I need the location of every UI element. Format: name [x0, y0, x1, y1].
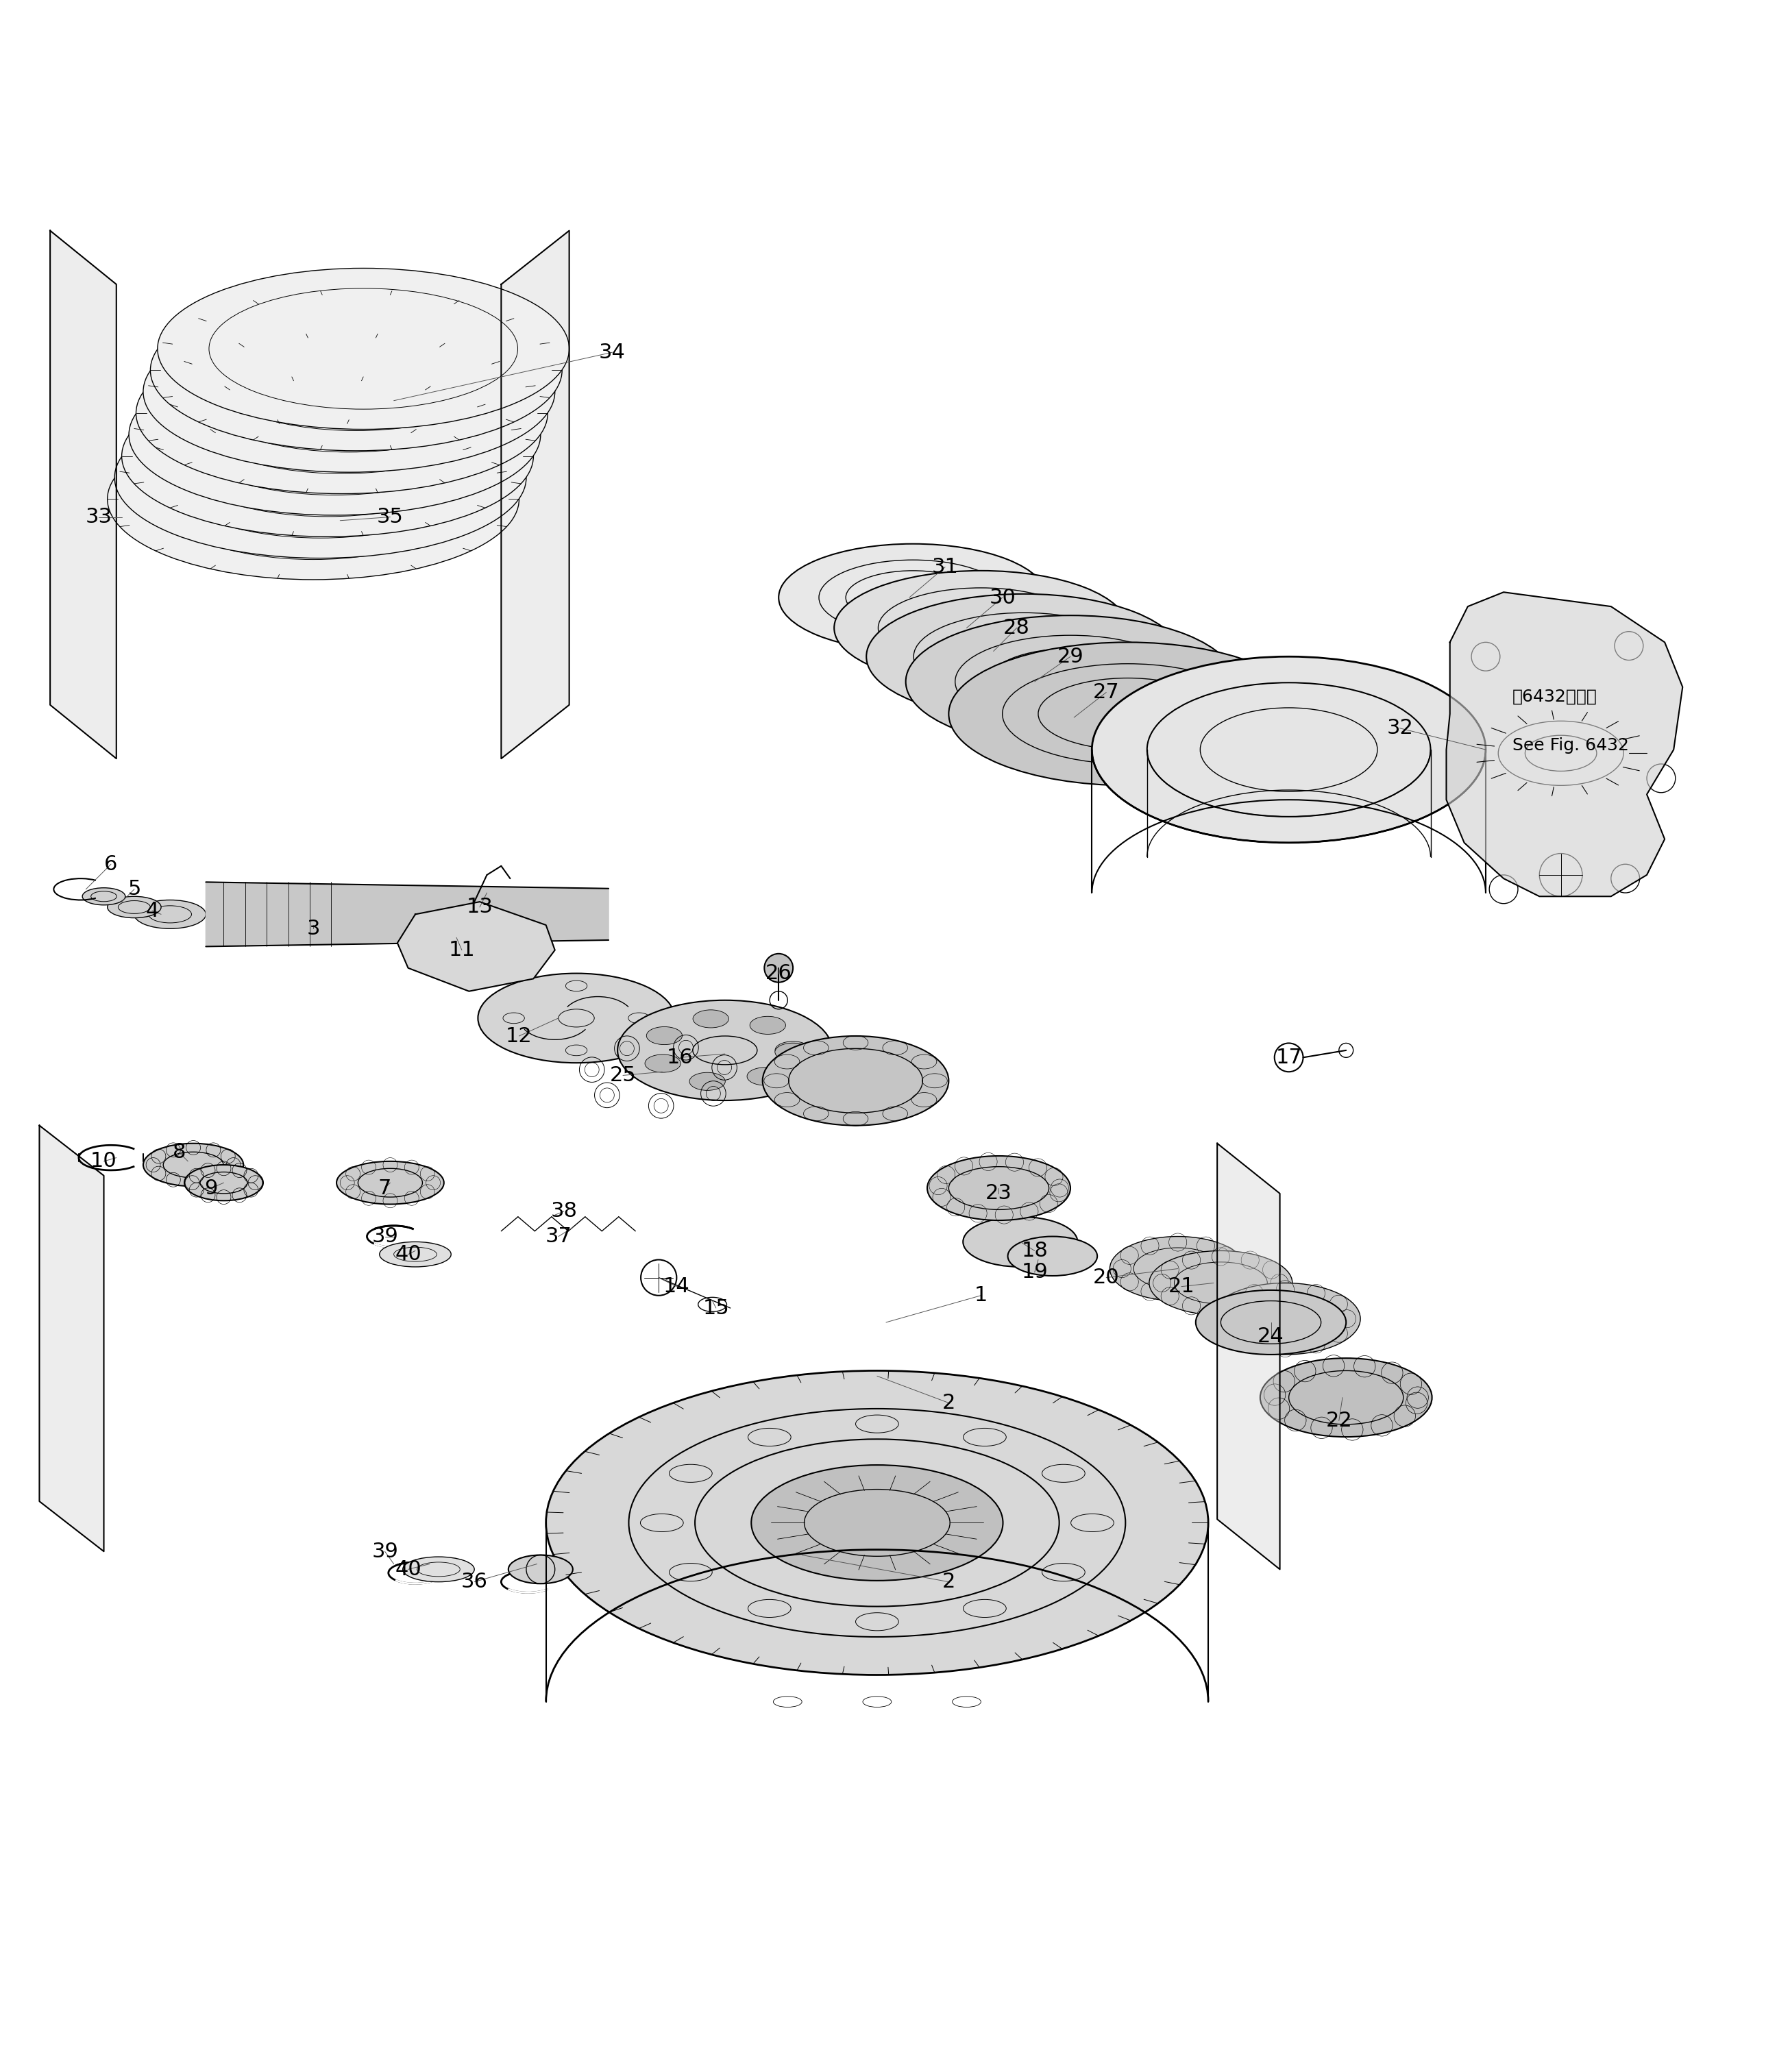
- Text: 12: 12: [507, 1026, 532, 1046]
- Ellipse shape: [750, 1017, 786, 1034]
- Text: 第6432図参照: 第6432図参照: [1513, 688, 1597, 704]
- Ellipse shape: [478, 974, 675, 1063]
- Text: 35: 35: [378, 508, 403, 526]
- Polygon shape: [1446, 593, 1683, 897]
- Text: 29: 29: [1058, 646, 1083, 667]
- Ellipse shape: [115, 398, 526, 557]
- Ellipse shape: [150, 290, 562, 452]
- Ellipse shape: [906, 615, 1235, 748]
- Polygon shape: [397, 901, 555, 990]
- Ellipse shape: [746, 1067, 782, 1086]
- Text: 26: 26: [766, 963, 791, 984]
- Text: 38: 38: [551, 1202, 576, 1220]
- Ellipse shape: [546, 1372, 1208, 1674]
- Ellipse shape: [1008, 1237, 1097, 1276]
- Ellipse shape: [1110, 1237, 1246, 1301]
- Ellipse shape: [122, 375, 533, 537]
- Text: 11: 11: [449, 941, 474, 959]
- Text: 34: 34: [600, 342, 625, 363]
- Ellipse shape: [1260, 1357, 1432, 1436]
- Text: 8: 8: [172, 1142, 186, 1162]
- Text: 13: 13: [467, 897, 492, 918]
- Ellipse shape: [1149, 1251, 1292, 1316]
- Ellipse shape: [403, 1556, 474, 1581]
- Text: 28: 28: [1004, 617, 1029, 638]
- Ellipse shape: [644, 1055, 680, 1073]
- Text: 17: 17: [1276, 1048, 1301, 1067]
- Ellipse shape: [689, 1073, 725, 1090]
- Text: 21: 21: [1169, 1276, 1194, 1297]
- Ellipse shape: [779, 543, 1047, 651]
- Text: 30: 30: [990, 588, 1015, 607]
- Ellipse shape: [129, 354, 541, 516]
- Ellipse shape: [136, 334, 548, 493]
- Ellipse shape: [775, 1042, 811, 1061]
- Text: 10: 10: [91, 1152, 116, 1171]
- Polygon shape: [1217, 1144, 1280, 1569]
- Ellipse shape: [1092, 657, 1486, 843]
- Ellipse shape: [337, 1160, 444, 1204]
- Ellipse shape: [143, 311, 555, 472]
- Text: See Fig. 6432: See Fig. 6432: [1513, 738, 1629, 754]
- Ellipse shape: [508, 1554, 573, 1583]
- Text: 39: 39: [372, 1542, 397, 1562]
- Ellipse shape: [143, 1144, 243, 1187]
- Ellipse shape: [107, 897, 161, 918]
- Text: 23: 23: [986, 1183, 1011, 1204]
- Text: 36: 36: [462, 1573, 487, 1591]
- Ellipse shape: [82, 887, 125, 905]
- Text: 40: 40: [396, 1245, 421, 1264]
- Ellipse shape: [752, 1465, 1002, 1581]
- Polygon shape: [501, 230, 569, 758]
- Polygon shape: [39, 1125, 104, 1552]
- Text: 24: 24: [1258, 1326, 1283, 1347]
- Text: 27: 27: [1094, 682, 1119, 702]
- Text: 16: 16: [668, 1048, 693, 1067]
- Ellipse shape: [693, 1009, 729, 1028]
- Text: 3: 3: [306, 918, 320, 939]
- Text: 25: 25: [610, 1065, 635, 1086]
- Ellipse shape: [949, 642, 1307, 785]
- Text: 40: 40: [396, 1560, 421, 1579]
- Text: 18: 18: [1022, 1241, 1047, 1260]
- Polygon shape: [206, 883, 609, 947]
- Text: 22: 22: [1326, 1411, 1351, 1432]
- Text: 2: 2: [942, 1573, 956, 1591]
- Ellipse shape: [1210, 1283, 1360, 1355]
- Ellipse shape: [426, 916, 533, 970]
- Polygon shape: [50, 230, 116, 758]
- Text: 32: 32: [1387, 719, 1412, 738]
- Ellipse shape: [184, 1164, 263, 1200]
- Text: 1: 1: [974, 1285, 988, 1305]
- Text: 14: 14: [664, 1276, 689, 1297]
- Ellipse shape: [618, 1001, 832, 1100]
- Text: 5: 5: [127, 879, 141, 899]
- Text: 2: 2: [942, 1392, 956, 1413]
- Text: 19: 19: [1022, 1262, 1047, 1283]
- Text: 7: 7: [378, 1179, 392, 1198]
- Ellipse shape: [1196, 1291, 1346, 1355]
- Text: 39: 39: [372, 1227, 397, 1247]
- Text: 15: 15: [703, 1297, 729, 1318]
- Ellipse shape: [107, 419, 519, 580]
- Ellipse shape: [963, 1216, 1078, 1266]
- Circle shape: [764, 953, 793, 982]
- Text: 33: 33: [86, 508, 111, 526]
- Text: 6: 6: [104, 854, 118, 874]
- Ellipse shape: [158, 267, 569, 429]
- Ellipse shape: [763, 1036, 949, 1125]
- Ellipse shape: [646, 1028, 682, 1044]
- Text: 4: 4: [145, 901, 159, 920]
- Ellipse shape: [775, 1042, 811, 1059]
- Ellipse shape: [379, 1241, 451, 1266]
- Text: 20: 20: [1094, 1268, 1119, 1287]
- Text: 37: 37: [546, 1227, 571, 1247]
- Ellipse shape: [134, 899, 206, 928]
- Text: 31: 31: [933, 557, 958, 576]
- Ellipse shape: [834, 570, 1128, 686]
- Ellipse shape: [927, 1156, 1070, 1220]
- Text: 9: 9: [204, 1179, 218, 1198]
- Ellipse shape: [866, 595, 1181, 719]
